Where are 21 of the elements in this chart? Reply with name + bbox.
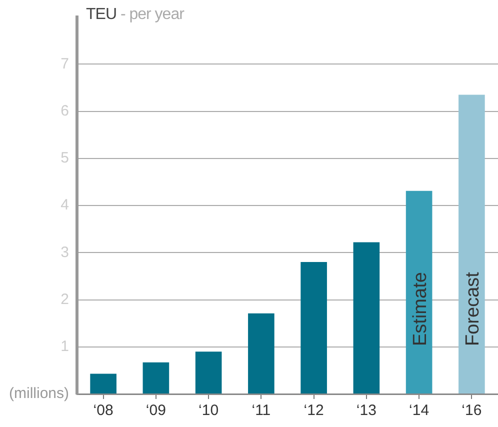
y-tick-label: (millions)	[9, 385, 70, 402]
bar	[248, 313, 274, 394]
x-tick-label: ‘13	[356, 402, 376, 420]
bar	[142, 362, 170, 394]
x-tick-label: ‘12	[304, 402, 324, 420]
bar	[458, 94, 485, 394]
x-tick-label: ‘10	[198, 402, 219, 420]
chart-title: TEU	[86, 6, 116, 23]
annotation: Forecast	[462, 271, 484, 346]
x-tick-label: ‘09	[146, 402, 166, 420]
bar	[353, 242, 380, 394]
bar	[300, 262, 327, 394]
bar	[90, 374, 116, 394]
x-tick-label: ‘08	[93, 402, 114, 420]
bar	[195, 352, 222, 394]
chart-subtitle: - per year	[120, 6, 184, 23]
x-tick-label: ‘14	[409, 402, 430, 420]
bar	[406, 190, 432, 394]
annotation: Estimate	[410, 272, 432, 346]
x-tick-label: ‘11	[252, 402, 271, 420]
x-tick-label: ‘16	[462, 402, 482, 420]
